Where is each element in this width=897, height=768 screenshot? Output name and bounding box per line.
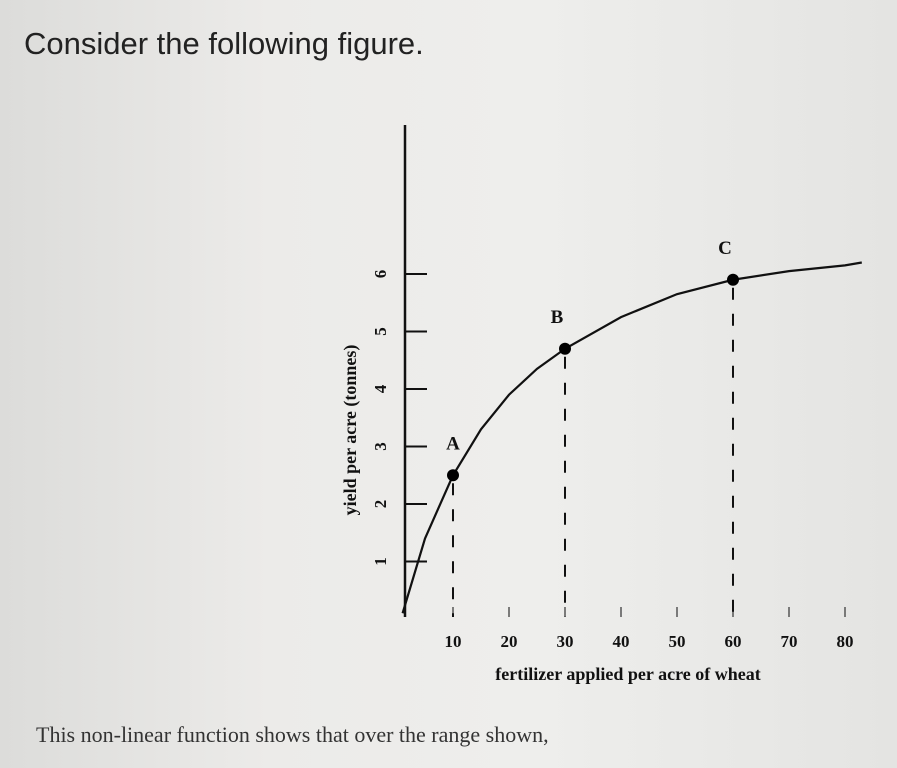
x-tick-label: 50 bbox=[669, 632, 686, 651]
y-tick-label: 5 bbox=[371, 327, 390, 336]
point-label: C bbox=[718, 238, 732, 259]
x-tick-label: 10 bbox=[445, 632, 462, 651]
y-tick-label: 4 bbox=[371, 384, 390, 393]
y-tick-label: 6 bbox=[371, 270, 390, 279]
y-axis-label: yield per acre (tonnes) bbox=[340, 345, 361, 516]
point-label: A bbox=[446, 434, 460, 455]
x-tick-label: 30 bbox=[557, 632, 574, 651]
point bbox=[559, 342, 571, 355]
point bbox=[447, 469, 459, 482]
y-tick-label: 3 bbox=[371, 442, 390, 451]
x-tick-label: 60 bbox=[725, 632, 742, 651]
x-tick-label: 40 bbox=[613, 632, 630, 651]
curve bbox=[401, 261, 862, 614]
y-tick-label: 1 bbox=[371, 557, 390, 566]
x-tick-label: 20 bbox=[501, 632, 518, 651]
x-axis-label: fertilizer applied per acre of wheat bbox=[495, 664, 760, 684]
x-tick-label: 80 bbox=[837, 632, 854, 651]
x-tick-label: 70 bbox=[781, 632, 798, 651]
point bbox=[727, 273, 739, 286]
y-tick-label: 2 bbox=[371, 500, 390, 509]
point-label: B bbox=[551, 307, 564, 328]
footer-text: This non-linear function shows that over… bbox=[36, 722, 549, 747]
question-text: Consider the following figure. bbox=[24, 26, 424, 61]
